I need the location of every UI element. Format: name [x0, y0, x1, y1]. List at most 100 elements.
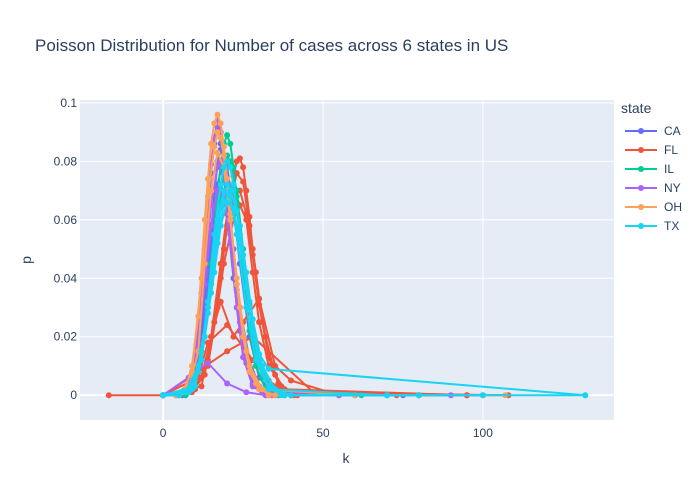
- legend-item-fl[interactable]: FL: [625, 143, 678, 157]
- legend-label: CA: [664, 124, 681, 138]
- series-layer: [105, 111, 589, 399]
- y-tick-label: 0.1: [60, 96, 77, 110]
- data-point: [220, 164, 227, 171]
- data-point: [224, 181, 231, 188]
- data-point: [214, 111, 221, 118]
- legend-swatch-marker: [638, 147, 644, 153]
- data-point: [227, 216, 234, 223]
- data-point: [160, 392, 167, 399]
- data-point: [243, 304, 250, 311]
- legend-swatch-marker: [638, 185, 644, 191]
- data-point: [288, 377, 294, 384]
- data-point: [236, 304, 243, 311]
- data-point: [214, 216, 221, 223]
- data-point: [220, 152, 227, 159]
- series-tx: [160, 158, 589, 399]
- x-tick-label: 0: [160, 426, 167, 440]
- data-point: [208, 222, 215, 229]
- data-point: [217, 222, 224, 229]
- data-point: [384, 392, 390, 399]
- data-point: [582, 392, 589, 399]
- data-point: [230, 181, 237, 188]
- data-point: [224, 322, 231, 328]
- y-tick-label: 0.02: [54, 330, 78, 344]
- data-point: [265, 365, 272, 372]
- y-tick-label: 0.08: [54, 154, 78, 168]
- data-point: [217, 120, 224, 127]
- data-point: [236, 155, 243, 162]
- data-point: [214, 149, 221, 156]
- legend-title: state: [621, 100, 652, 116]
- data-point: [224, 158, 231, 165]
- legend-swatch-marker: [638, 166, 644, 172]
- legend-item-oh[interactable]: OH: [625, 200, 682, 214]
- data-point: [198, 383, 205, 390]
- data-point: [105, 392, 112, 399]
- data-point: [243, 216, 250, 223]
- data-point: [249, 269, 256, 276]
- data-point: [214, 129, 221, 136]
- legend-label: FL: [664, 143, 678, 157]
- plot-area: [80, 100, 614, 420]
- data-point: [204, 193, 211, 200]
- y-tick-label: 0.04: [54, 271, 78, 285]
- legend-label: OH: [664, 200, 682, 214]
- x-tick-labels: 0 50 100: [160, 426, 493, 440]
- data-point: [224, 199, 231, 206]
- legend-swatch-marker: [638, 128, 644, 134]
- data-point: [233, 170, 240, 177]
- x-tick-label: 50: [316, 426, 330, 440]
- data-point: [265, 392, 272, 399]
- data-point: [272, 362, 279, 369]
- legend-label: NY: [664, 181, 681, 195]
- data-point: [227, 164, 234, 171]
- data-point: [217, 298, 224, 305]
- data-point: [259, 386, 266, 393]
- data-point: [182, 389, 189, 396]
- data-point: [201, 260, 208, 267]
- y-tick-label: 0: [70, 388, 77, 402]
- legend-item-ny[interactable]: NY: [625, 181, 681, 195]
- legend: state CA FL IL NY OH TX: [621, 100, 682, 233]
- y-tick-labels: 0 0.02 0.04 0.06 0.08 0.1: [54, 96, 78, 402]
- data-point: [220, 260, 227, 267]
- data-point: [479, 392, 486, 399]
- data-point: [265, 386, 272, 393]
- data-point: [246, 362, 253, 369]
- y-tick-label: 0.06: [54, 213, 78, 227]
- data-point: [243, 389, 250, 396]
- legend-item-tx[interactable]: TX: [625, 219, 679, 233]
- series-line: [162, 151, 356, 397]
- y-axis-label: p: [18, 256, 34, 264]
- legend-swatch-marker: [638, 204, 644, 210]
- data-point: [204, 339, 211, 346]
- data-point: [233, 231, 240, 238]
- data-point: [204, 360, 211, 366]
- data-point: [281, 392, 288, 399]
- data-point: [252, 357, 259, 364]
- data-point: [224, 132, 231, 139]
- data-point: [227, 187, 234, 194]
- legend-label: IL: [664, 162, 674, 176]
- data-point: [240, 164, 247, 171]
- chart-title: Poisson Distribution for Number of cases…: [35, 36, 508, 55]
- legend-swatch-marker: [638, 223, 644, 229]
- data-point: [256, 295, 263, 302]
- data-point: [224, 348, 231, 355]
- data-point: [227, 193, 234, 200]
- data-point: [217, 135, 224, 141]
- x-axis-label: k: [343, 450, 351, 466]
- data-point: [211, 120, 218, 127]
- data-point: [224, 380, 231, 387]
- data-point: [227, 140, 234, 147]
- data-point: [204, 304, 211, 311]
- data-point: [195, 362, 202, 369]
- legend-item-ca[interactable]: CA: [625, 124, 681, 138]
- legend-item-il[interactable]: IL: [625, 162, 674, 176]
- data-point: [415, 392, 422, 399]
- data-point: [220, 187, 227, 194]
- data-point: [240, 178, 247, 185]
- data-point: [217, 181, 224, 188]
- data-point: [211, 143, 218, 150]
